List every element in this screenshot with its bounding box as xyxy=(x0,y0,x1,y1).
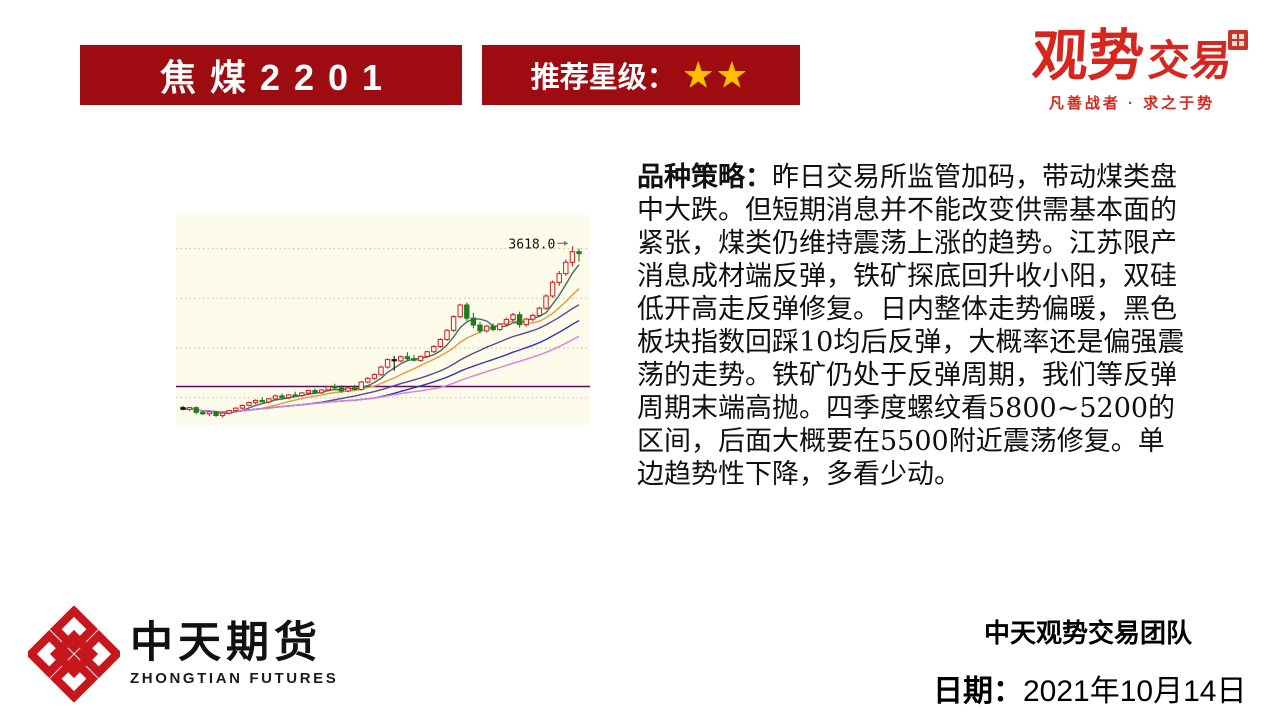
date-label: 日期： xyxy=(933,675,1023,708)
company-knot-icon xyxy=(25,605,123,703)
kline-chart-container: 3618.0 xyxy=(176,215,590,425)
brand-tagline: 凡善战者 · 求之于势 xyxy=(1048,95,1216,112)
star-rating-label: 推荐星级： xyxy=(530,62,676,94)
brand-name-sub: 交易 xyxy=(1146,36,1234,85)
date-line: 日期：2021年10月14日 xyxy=(933,666,1247,710)
brand-name: 观势 交易 xyxy=(1019,23,1246,89)
footer-right: 中天观势交易团队 日期：2021年10月14日 xyxy=(933,613,1247,710)
team-name: 中天观势交易团队 xyxy=(983,618,1192,648)
contract-title-banner: 焦煤2201 xyxy=(80,45,462,105)
company-name-en: ZHONGTIAN FUTURES xyxy=(130,669,339,687)
svg-text:3618.0: 3618.0 xyxy=(508,237,555,252)
company-logo-text: 中天期货 ZHONGTIAN FUTURES xyxy=(130,619,339,687)
star-rating-icons: ★★ xyxy=(683,57,752,93)
strategy-body: 昨日交易所监管加码，带动煤类盘中大跌。但短期消息并不能改变供需基本面的紧张，煤类… xyxy=(637,162,1185,490)
brand-name-main: 观势 xyxy=(1030,23,1146,89)
date-value: 2021年10月14日 xyxy=(1023,675,1247,708)
kline-chart: 3618.0 xyxy=(176,215,590,425)
company-logo: 中天期货 ZHONGTIAN FUTURES xyxy=(25,605,339,703)
strategy-label: 品种策略： xyxy=(637,162,772,192)
star-rating-banner: 推荐星级： ★★ xyxy=(482,45,800,105)
brand-logo: 观势 交易 凡善战者 · 求之于势 xyxy=(1019,23,1248,113)
contract-title: 焦煤2201 xyxy=(159,57,397,98)
brand-seal-icon xyxy=(1228,30,1248,55)
company-name-cn: 中天期货 xyxy=(130,619,322,668)
strategy-paragraph: 品种策略：昨日交易所监管加码，带动煤类盘中大跌。但短期消息并不能改变供需基本面的… xyxy=(637,161,1189,491)
